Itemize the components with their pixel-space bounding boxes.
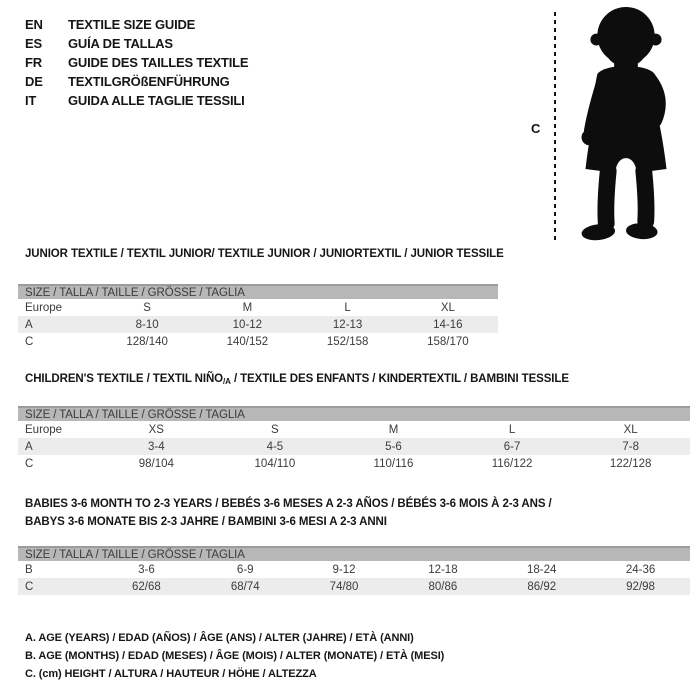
table-cell: 6-7: [503, 440, 521, 453]
language-title: TEXTILGRÖßENFÜHRUNG: [68, 74, 230, 89]
table-cell: 74/80: [329, 580, 359, 593]
table-cell: 128/140: [126, 335, 168, 348]
language-row-es: ES GUÍA DE TALLAS: [25, 34, 248, 53]
table-cell: 8-10: [135, 318, 159, 331]
size-header-band: SIZE / TALLA / TAILLE / GRÖSSE / TAGLIA: [18, 546, 690, 561]
language-title: GUÍA DE TALLAS: [68, 36, 173, 51]
title-text: CHILDREN'S TEXTILE / TEXTIL NIÑO: [25, 373, 224, 385]
row-label: C: [25, 580, 34, 593]
language-code: DE: [25, 74, 43, 89]
table-cell: 9-12: [332, 563, 356, 576]
table-cell: 140/152: [226, 335, 269, 348]
table-row-age-years: A 8-10 10-12 12-13 14-16: [18, 316, 498, 333]
table-cell: 14-16: [433, 318, 463, 331]
row-label: C: [25, 335, 34, 348]
row-label: A: [25, 440, 33, 453]
babies-size-table: SIZE / TALLA / TAILLE / GRÖSSE / TAGLIA …: [18, 546, 690, 595]
table-row-height-cm: C 128/140 140/152 152/158 158/170: [18, 333, 498, 350]
height-measure-label-c: C: [531, 121, 541, 136]
table-cell: 98/104: [138, 457, 174, 470]
table-cell: 152/158: [326, 335, 369, 348]
table-cell: 24-36: [625, 563, 656, 576]
legend-note-a: A. AGE (YEARS) / EDAD (AÑOS) / ÂGE (ANS)…: [25, 632, 414, 644]
row-label: B: [25, 563, 33, 576]
table-cell: L: [344, 301, 351, 314]
row-label: Europe: [25, 301, 63, 314]
table-cell: 12-18: [428, 563, 458, 576]
section-title-children: CHILDREN'S TEXTILE / TEXTIL NIÑO/A / TEX…: [25, 370, 569, 391]
table-row-age-years: A 3-4 4-5 5-6 6-7 7-8: [18, 438, 690, 455]
table-cell: 92/98: [626, 580, 655, 593]
legend-note-c: C. (cm) HEIGHT / ALTURA / HAUTEUR / HÖHE…: [25, 668, 317, 680]
table-row-height-cm: C 62/68 68/74 74/80 80/86 86/92 92/98: [18, 578, 690, 595]
language-title: TEXTILE SIZE GUIDE: [68, 17, 196, 32]
table-cell: 10-12: [232, 318, 263, 331]
section-title-junior: JUNIOR TEXTILE / TEXTIL JUNIOR/ TEXTILE …: [25, 248, 504, 260]
table-cell: 86/92: [527, 580, 557, 593]
table-row-age-months: B 3-6 6-9 9-12 12-18 18-24 24-36: [18, 561, 690, 578]
section-title-babies: BABIES 3-6 MONTH TO 2-3 YEARS / BEBÉS 3-…: [25, 495, 552, 531]
table-cell: 12-13: [332, 318, 363, 331]
language-row-en: EN TEXTILE SIZE GUIDE: [25, 15, 248, 34]
table-cell: M: [388, 423, 399, 436]
language-code: FR: [25, 55, 42, 70]
language-title: GUIDA ALLE TAGLIE TESSILI: [68, 93, 245, 108]
table-row-height-cm: C 98/104 104/110 110/116 116/122 122/128: [18, 455, 690, 472]
legend-note-b: B. AGE (MONTHS) / EDAD (MESES) / ÂGE (MO…: [25, 650, 445, 662]
height-dashed-line: [554, 12, 556, 242]
title-line-2: BABYS 3-6 MONATE BIS 2-3 JAHRE / BAMBINI…: [25, 516, 387, 528]
language-code: EN: [25, 17, 43, 32]
size-header-band: SIZE / TALLA / TAILLE / GRÖSSE / TAGLIA: [18, 406, 690, 421]
title-subscript: /A: [223, 377, 231, 386]
children-size-table: SIZE / TALLA / TAILLE / GRÖSSE / TAGLIA …: [18, 406, 690, 472]
table-cell: 116/122: [491, 457, 533, 470]
table-cell: 4-5: [266, 440, 284, 453]
table-cell: 3-4: [147, 440, 165, 453]
table-cell: XL: [623, 423, 638, 436]
legend-notes: A. AGE (YEARS) / EDAD (AÑOS) / ÂGE (ANS)…: [25, 629, 444, 683]
title-text: / TEXTILE DES ENFANTS / KINDERTEXTIL / B…: [230, 373, 569, 385]
table-cell: XS: [148, 423, 164, 436]
language-code: IT: [25, 93, 37, 108]
table-row-europe: Europe XS S M L XL: [18, 421, 690, 438]
table-cell: 68/74: [230, 580, 260, 593]
title-line-1: BABIES 3-6 MONTH TO 2-3 YEARS / BEBÉS 3-…: [25, 498, 552, 510]
junior-size-table: SIZE / TALLA / TAILLE / GRÖSSE / TAGLIA …: [18, 284, 498, 350]
table-cell: 18-24: [527, 563, 557, 576]
size-header-band: SIZE / TALLA / TAILLE / GRÖSSE / TAGLIA: [18, 284, 498, 299]
table-cell: 80/86: [428, 580, 458, 593]
table-cell: S: [143, 301, 151, 314]
table-cell: 5-6: [385, 440, 402, 453]
row-label: C: [25, 457, 34, 470]
language-row-fr: FR GUIDE DES TAILLES TEXTILE: [25, 53, 249, 72]
language-code: ES: [25, 36, 42, 51]
row-label: Europe: [25, 423, 63, 436]
table-cell: 104/110: [254, 457, 296, 470]
table-cell: L: [508, 423, 516, 436]
language-title: GUIDE DES TAILLES TEXTILE: [68, 55, 249, 70]
table-cell: 62/68: [132, 580, 161, 593]
table-cell: 7-8: [622, 440, 639, 453]
baby-silhouette-figure: [581, 6, 667, 241]
language-title-list: EN TEXTILE SIZE GUIDE ES GUÍA DE TALLAS …: [25, 15, 249, 110]
row-label: A: [25, 318, 33, 331]
table-cell: 6-9: [236, 563, 254, 576]
language-row-it: IT GUIDA ALLE TAGLIE TESSILI: [25, 91, 248, 110]
table-cell: XL: [440, 301, 455, 314]
table-cell: M: [242, 301, 253, 314]
language-row-de: DE TEXTILGRÖßENFÜHRUNG: [25, 72, 248, 91]
table-cell: 3-6: [138, 563, 155, 576]
table-cell: 122/128: [609, 457, 652, 470]
table-cell: 158/170: [427, 335, 469, 348]
table-row-europe: Europe S M L XL: [18, 299, 498, 316]
table-cell: S: [271, 423, 279, 436]
table-cell: 110/116: [373, 457, 414, 470]
